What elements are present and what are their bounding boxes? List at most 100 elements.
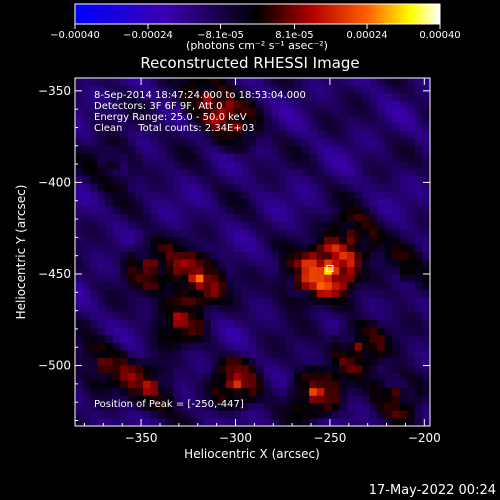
heatmap-cell: [362, 335, 370, 344]
heatmap-cell: [278, 191, 287, 200]
heatmap-cell: [309, 410, 318, 419]
heatmap-cell: [301, 146, 310, 155]
heatmap-cell: [120, 214, 129, 223]
heatmap-cell: [256, 183, 265, 192]
heatmap-cell: [180, 365, 189, 374]
heatmap-cell: [407, 312, 416, 321]
heatmap-cell: [309, 252, 318, 260]
heatmap-cell: [165, 108, 174, 117]
heatmap-cell: [173, 183, 182, 192]
heatmap-cell: [369, 380, 378, 389]
heatmap-cell: [142, 388, 151, 397]
heatmap-cell: [377, 191, 386, 200]
heatmap-cell: [90, 388, 99, 397]
heatmap-cell: [82, 395, 91, 404]
heatmap-cell: [354, 395, 363, 404]
heatmap-cell: [173, 85, 182, 94]
heatmap-cell: [422, 221, 431, 230]
heatmap-cell: [218, 357, 227, 366]
heatmap-cell: [173, 199, 182, 208]
heatmap-cell: [362, 176, 370, 185]
heatmap-cell: [294, 176, 302, 185]
heatmap-cell: [105, 403, 114, 412]
heatmap-cell: [127, 85, 136, 94]
heatmap-cell: [354, 380, 363, 389]
heatmap-cell: [346, 252, 355, 260]
heatmap-cell: [203, 282, 212, 291]
heatmap-cell: [339, 93, 348, 102]
heatmap-cell: [120, 153, 129, 162]
heatmap-cell: [354, 214, 363, 223]
heatmap-cell: [173, 214, 182, 223]
heatmap-cell: [422, 93, 431, 102]
chart-title: Reconstructed RHESSI Image: [140, 54, 359, 72]
heatmap-cell: [165, 365, 174, 374]
heatmap-cell: [256, 350, 265, 359]
heatmap-cell: [105, 327, 114, 336]
heatmap-cell: [188, 100, 197, 109]
heatmap-cell: [377, 236, 386, 245]
heatmap-cell: [218, 418, 227, 427]
heatmap-cell: [294, 403, 302, 412]
heatmap-cell: [173, 380, 182, 389]
heatmap-cell: [256, 327, 265, 336]
heatmap-cell: [180, 191, 189, 200]
heatmap-cell: [90, 297, 99, 306]
heatmap-cell: [294, 297, 302, 306]
heatmap-cell: [354, 259, 363, 268]
heatmap-cell: [97, 108, 106, 117]
heatmap-cell: [233, 183, 242, 192]
heatmap-cell: [188, 327, 197, 336]
heatmap-cell: [142, 78, 151, 86]
heatmap-cell: [263, 93, 272, 102]
heatmap-cell: [263, 236, 272, 245]
heatmap-cell: [369, 365, 378, 374]
heatmap-cell: [339, 373, 348, 382]
heatmap-cell: [90, 304, 99, 313]
heatmap-cell: [97, 100, 106, 109]
heatmap-cell: [271, 282, 280, 291]
heatmap-cell: [241, 130, 250, 139]
heatmap-cell: [173, 221, 182, 230]
heatmap-cell: [218, 236, 227, 245]
heatmap-cell: [165, 221, 174, 230]
heatmap-cell: [210, 335, 219, 344]
heatmap-cell: [195, 78, 204, 86]
heatmap-cell: [241, 289, 250, 298]
heatmap-cell: [271, 388, 280, 397]
heatmap-cell: [97, 373, 106, 382]
heatmap-cell: [309, 312, 318, 321]
heatmap-cell: [90, 320, 99, 329]
heatmap-cell: [377, 221, 386, 230]
heatmap-cell: [158, 335, 167, 344]
heatmap-cell: [331, 373, 340, 382]
heatmap-cell: [195, 297, 204, 306]
colorbar-ticks: −0.00040 −0.00024 −8.1e-05 8.1e-05 0.00024 0.…: [50, 24, 461, 41]
heatmap-cell: [369, 403, 378, 412]
heatmap-cell: [203, 335, 212, 344]
heatmap-cell: [127, 365, 136, 374]
heatmap-cell: [309, 320, 318, 329]
heatmap-cell: [82, 259, 91, 268]
heatmap-cell: [142, 252, 151, 260]
heatmap-cell: [309, 221, 318, 230]
heatmap-cell: [75, 267, 83, 276]
heatmap-cell: [331, 93, 340, 102]
heatmap-cell: [226, 244, 235, 253]
heatmap-cell: [75, 259, 83, 268]
heatmap-cell: [135, 312, 144, 321]
heatmap-cell: [165, 229, 174, 238]
heatmap-cell: [384, 304, 393, 313]
heatmap-cell: [75, 335, 83, 344]
heatmap-cell: [377, 403, 386, 412]
heatmap-cell: [399, 100, 408, 109]
heatmap-cell: [301, 108, 310, 117]
heatmap-cell: [263, 335, 272, 344]
heatmap-cell: [90, 373, 99, 382]
heatmap-cell: [226, 108, 235, 117]
heatmap-cell: [286, 115, 295, 124]
heatmap-cell: [120, 123, 129, 132]
heatmap-cell: [316, 259, 325, 268]
heatmap-cell: [301, 335, 310, 344]
heatmap-cell: [233, 365, 242, 374]
